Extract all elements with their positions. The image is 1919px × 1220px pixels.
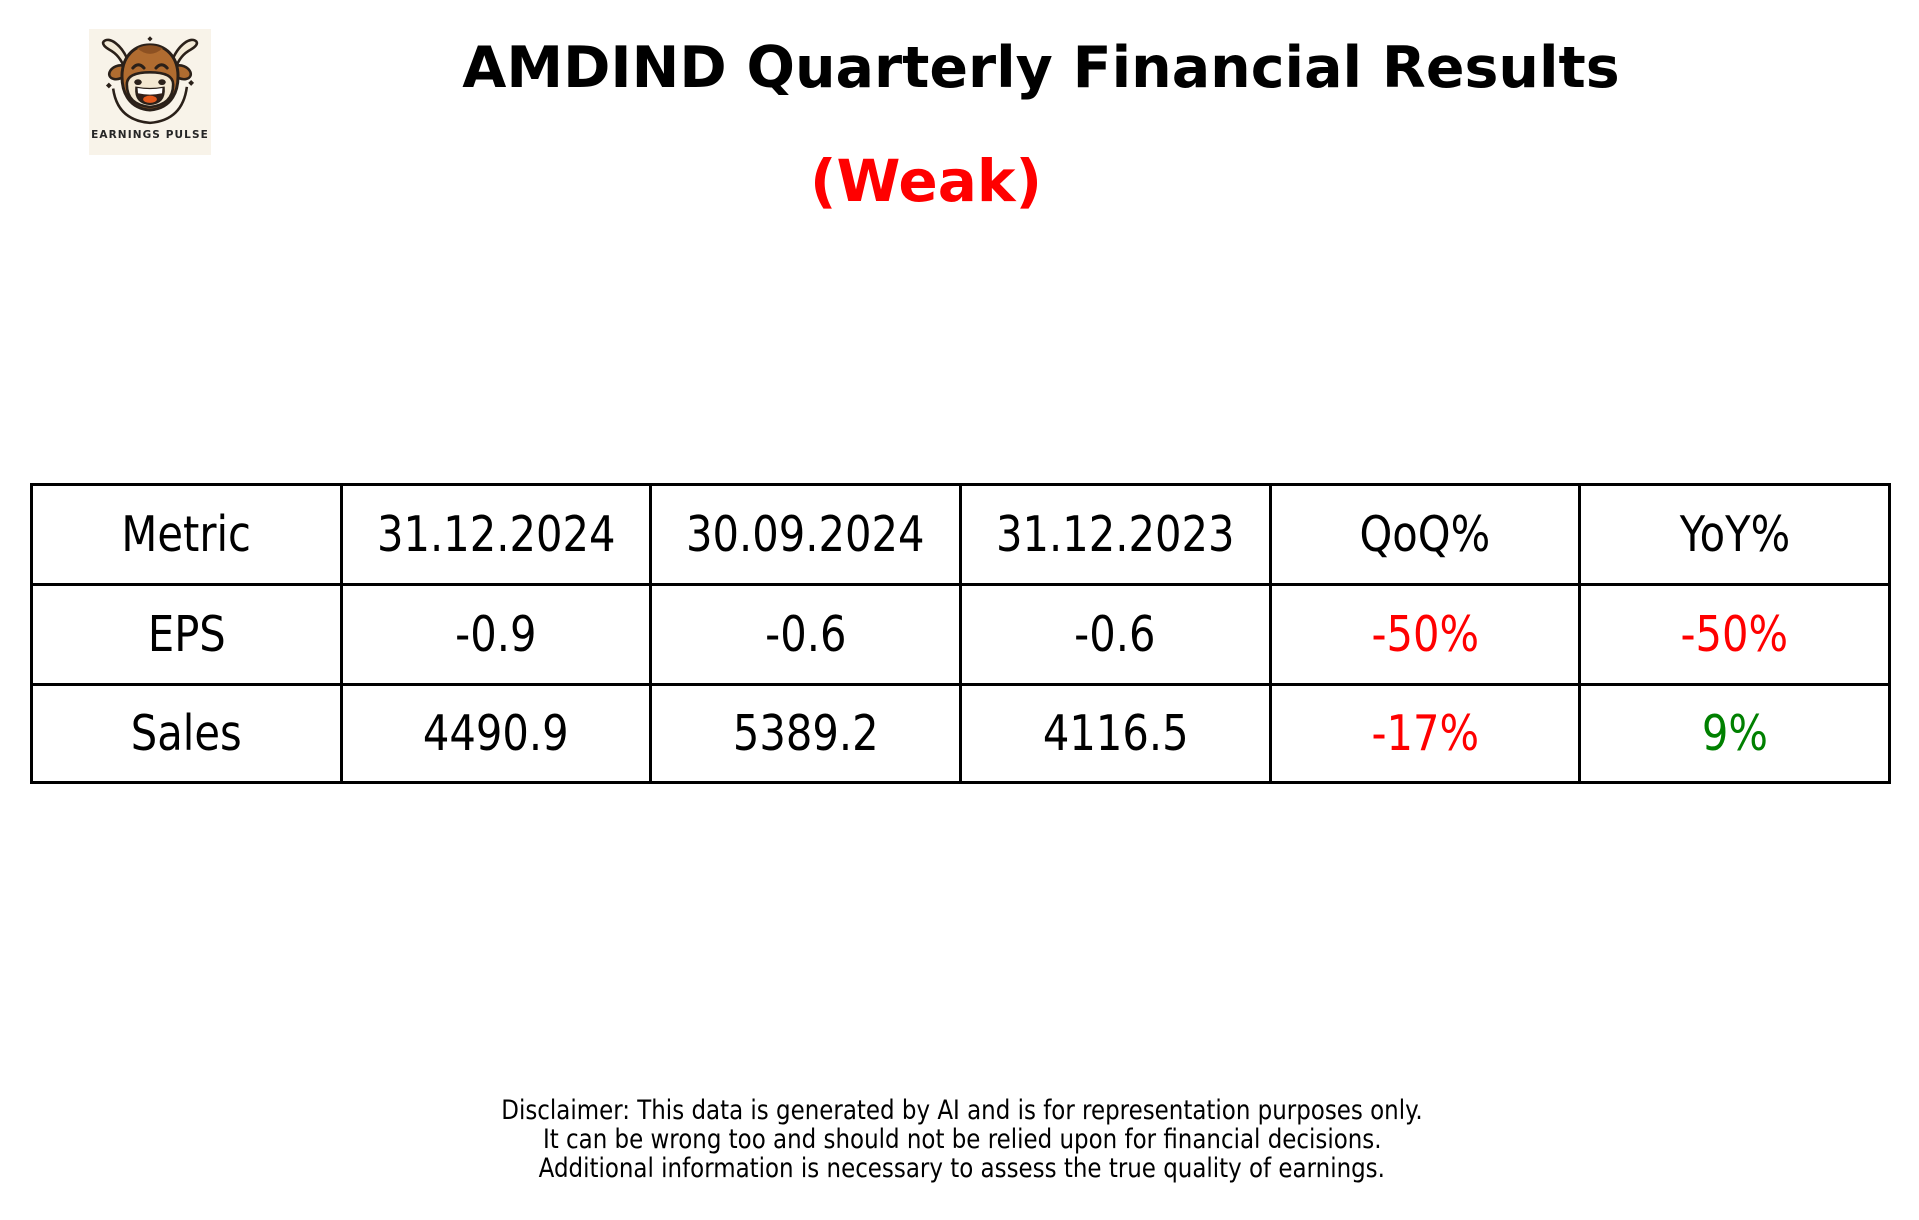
disclaimer-line: It can be wrong too and should not be re… <box>542 1124 1382 1155</box>
table-header-row: Metric 31.12.2024 30.09.2024 31.12.2023 … <box>30 483 1891 586</box>
value-cell: -0.6 <box>649 583 962 686</box>
value-cell: 5389.2 <box>649 683 962 784</box>
brand-name: EARNINGS PULSE <box>91 129 209 141</box>
yoy-cell: -50% <box>1578 583 1891 686</box>
value-cell: -0.9 <box>339 583 653 686</box>
column-header-qoq: QoQ% <box>1268 483 1582 586</box>
results-table: Metric 31.12.2024 30.09.2024 31.12.2023 … <box>30 483 1891 784</box>
disclaimer-line: Additional information is necessary to a… <box>538 1153 1386 1184</box>
qoq-cell: -50% <box>1268 583 1582 686</box>
bull-icon <box>101 36 199 125</box>
yoy-cell: 9% <box>1578 683 1891 784</box>
qoq-cell: -17% <box>1268 683 1582 784</box>
earnings-pulse-logo: EARNINGS PULSE <box>89 29 211 155</box>
column-header-metric: Metric <box>30 483 343 586</box>
value-cell: 4116.5 <box>958 683 1272 784</box>
table-row-sales: Sales 4490.9 5389.2 4116.5 -17% 9% <box>30 683 1891 784</box>
value-cell: -0.6 <box>958 583 1272 686</box>
column-header-period-2: 30.09.2024 <box>649 483 962 586</box>
column-header-period-3: 31.12.2023 <box>958 483 1272 586</box>
table-row-eps: EPS -0.9 -0.6 -0.6 -50% -50% <box>30 583 1891 686</box>
column-header-period-1: 31.12.2024 <box>339 483 653 586</box>
metric-cell: EPS <box>30 583 343 686</box>
disclaimer: Disclaimer: This data is generated by AI… <box>420 1096 1504 1183</box>
page-title: AMDIND Quarterly Financial Results <box>462 35 1620 101</box>
value-cell: 4490.9 <box>339 683 653 784</box>
disclaimer-line: Disclaimer: This data is generated by AI… <box>501 1095 1423 1126</box>
metric-cell: Sales <box>30 683 343 784</box>
column-header-yoy: YoY% <box>1578 483 1891 586</box>
verdict-label: (Weak) <box>810 147 1042 215</box>
